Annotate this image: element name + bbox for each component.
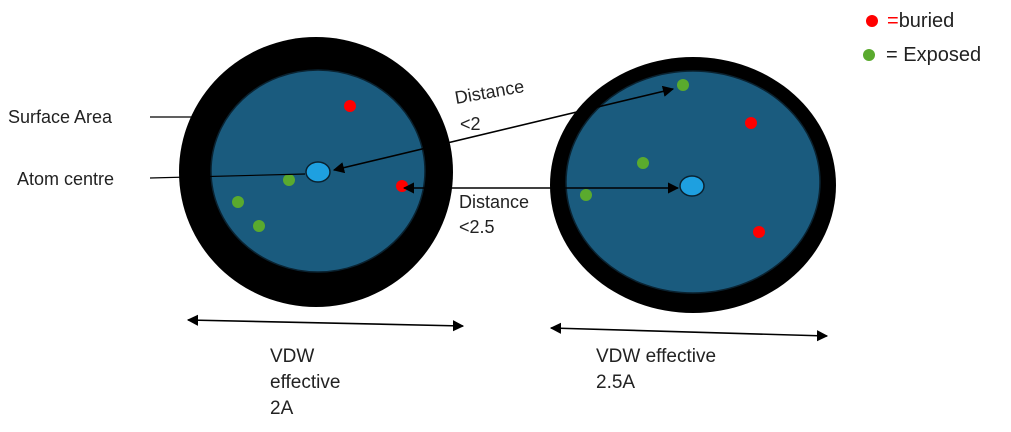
vdw-left-line1: VDW (270, 346, 315, 367)
atom-centre-leader (149, 173, 306, 179)
distance-upper-value: <2 (460, 114, 481, 134)
right-atom (550, 57, 836, 313)
buried-point (344, 100, 356, 112)
vdw-left-label: VDW effective 2A (270, 344, 340, 422)
vdw-right-label: VDW effective 2.5A (596, 344, 716, 396)
vdw-right-line1: VDW effective (596, 346, 717, 367)
vdw-left-line2: effective (270, 372, 341, 393)
distance-lower-label: Distance (459, 192, 529, 212)
left-atom-centre (305, 161, 331, 183)
legend-buried-label: =buried (887, 10, 954, 32)
legend-buried-swatch (866, 15, 878, 27)
buried-point (753, 226, 765, 238)
exposed-point (283, 174, 295, 186)
legend-exposed-label: = Exposed (886, 44, 981, 66)
vdw-left-line3: 2A (270, 398, 294, 419)
exposed-point (677, 79, 689, 91)
buried-point (745, 117, 757, 129)
legend: =buried = Exposed (863, 10, 981, 66)
exposed-point (580, 189, 592, 201)
exposed-point (253, 220, 265, 232)
distance-lower-value: <2.5 (459, 217, 495, 237)
right-atom-centre (679, 175, 705, 197)
distance-upper-label: Distance (453, 76, 525, 108)
vdw-right-line2: 2.5A (596, 372, 636, 393)
legend-exposed-swatch (863, 49, 875, 61)
vdw-left-span-arrow (186, 314, 465, 332)
left-atom (179, 37, 453, 307)
vdw-right-span-arrow (549, 322, 829, 342)
surface-area-label: Surface Area (8, 107, 113, 127)
atom-centre-label: Atom centre (17, 169, 114, 189)
exposed-point (232, 196, 244, 208)
distance-arrow-upper (332, 85, 675, 174)
exposed-point (637, 157, 649, 169)
buried-point (396, 180, 408, 192)
